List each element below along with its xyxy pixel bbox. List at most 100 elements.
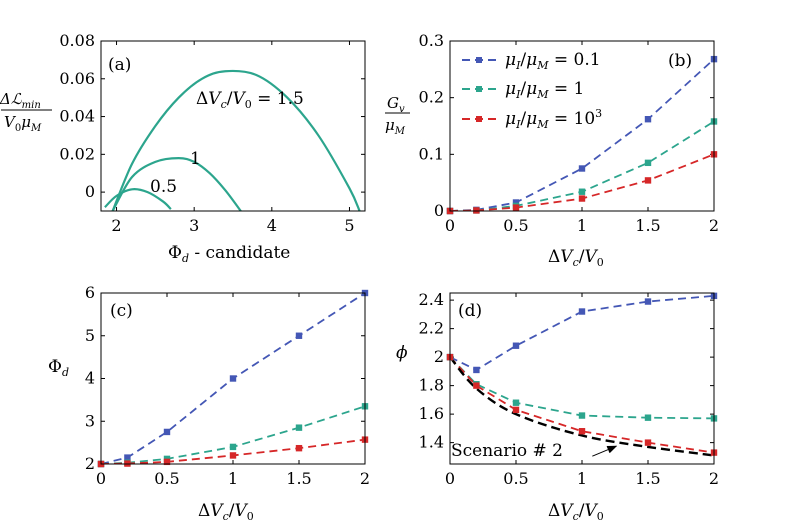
ytick-label-c-0: 2 bbox=[85, 454, 95, 473]
xtick-label-c-1: 0.5 bbox=[154, 469, 179, 488]
ytick-label-c-1: 3 bbox=[85, 411, 95, 430]
xtick-label-b-4: 2 bbox=[709, 216, 719, 235]
panel-a: 2 3 4 5 0 0.02 0.04 0.06 0.08 (a) Δℒmin V0μM Φd … bbox=[0, 31, 366, 265]
ytick-label-a-0: 0 bbox=[85, 182, 95, 201]
svg-text:Δℒmin: Δℒmin bbox=[0, 90, 41, 111]
point-d-0-3 bbox=[578, 308, 586, 315]
legend-text-b-1: μI/μM = 1 bbox=[505, 79, 584, 101]
xtick-label-d-3: 1.5 bbox=[635, 469, 660, 488]
svg-text:Gv: Gv bbox=[387, 94, 405, 115]
point-c-2-3 bbox=[229, 452, 237, 459]
series-group-d bbox=[450, 294, 714, 457]
ytick-label-a-1: 0.02 bbox=[59, 144, 95, 163]
point-c-1-4 bbox=[295, 424, 303, 431]
legend-marker-b-1 bbox=[476, 86, 482, 92]
xtick-label-d-4: 2 bbox=[709, 469, 719, 488]
panel-d: 0 0.5 1 1.5 2 1.4 1.6 1.8 2 2.2 2.4 (d) ϕ ΔVc/V0 S… bbox=[396, 290, 719, 523]
point-b-1-4 bbox=[644, 159, 652, 167]
point-b-1-3 bbox=[578, 188, 586, 195]
ytick-label-c-3: 5 bbox=[85, 326, 95, 345]
plot-a-marks: 2 3 4 5 0 0.02 0.04 0.06 0.08 bbox=[59, 31, 365, 235]
ytick-label-d-2: 1.8 bbox=[419, 376, 444, 395]
ytick-label-a-3: 0.06 bbox=[59, 69, 95, 88]
curve-label-a-1p5: ΔVc/V0 = 1.5 bbox=[196, 89, 304, 111]
series-line-c-0 bbox=[101, 293, 365, 464]
point-d-0-1 bbox=[473, 366, 480, 374]
ytick-label-b-0: 0 bbox=[434, 201, 444, 220]
xlabel-a: Φd - candidate bbox=[168, 243, 290, 265]
panel-label-c: (c) bbox=[110, 301, 133, 321]
plot-c-marks: 0 0.5 1 1.5 2 2 3 4 5 6 bbox=[85, 283, 370, 488]
point-c-0-2 bbox=[163, 428, 171, 436]
series-line-d-1 bbox=[450, 356, 714, 420]
ytick-label-c-4: 6 bbox=[85, 283, 95, 302]
plot-d-marks: 0 0.5 1 1.5 2 1.4 1.6 1.8 2 2.2 2.4 bbox=[419, 290, 720, 488]
series-line-d-3 bbox=[450, 356, 714, 457]
ytick-label-d-3: 2 bbox=[434, 347, 444, 366]
curve-label-a-1: 1 bbox=[190, 149, 201, 169]
axes-frame-a bbox=[100, 40, 366, 212]
xtick-label-a-2: 4 bbox=[267, 216, 277, 235]
point-d-2-1 bbox=[473, 382, 480, 389]
ytick-label-d-0: 1.4 bbox=[419, 433, 444, 452]
series-line-a-0 bbox=[104, 188, 172, 210]
series-line-a-1 bbox=[111, 157, 242, 211]
point-b-0-4 bbox=[644, 116, 652, 123]
series-line-a-2 bbox=[111, 69, 361, 211]
xlabel-d: ΔVc/V0 bbox=[548, 501, 604, 523]
series-line-b-2 bbox=[450, 153, 714, 211]
svg-text:μM: μM bbox=[385, 116, 406, 137]
ytick-label-a-2: 0.04 bbox=[59, 107, 95, 126]
svg-text:V0μM: V0μM bbox=[4, 113, 42, 134]
xtick-label-a-0: 2 bbox=[111, 216, 121, 235]
point-b-0-3 bbox=[578, 165, 586, 172]
series-line-b-0 bbox=[450, 58, 714, 211]
ylabel-d: ϕ bbox=[396, 343, 408, 363]
annotation-arrow bbox=[592, 445, 618, 457]
series-group-b bbox=[450, 58, 714, 211]
ylabel-c: Φd bbox=[48, 357, 69, 379]
ylabel-a: Δℒmin V0μM bbox=[0, 90, 52, 134]
xtick-label-d-0: 0 bbox=[445, 469, 455, 488]
point-b-0-2 bbox=[512, 199, 520, 206]
xlabel-c: ΔVc/V0 bbox=[198, 501, 254, 523]
axes-frame-b bbox=[449, 40, 715, 212]
point-d-1-4 bbox=[644, 414, 652, 421]
xtick-label-a-3: 5 bbox=[344, 216, 354, 235]
series-group-c bbox=[101, 293, 365, 464]
xtick-label-b-2: 1 bbox=[577, 216, 587, 235]
point-c-2-4 bbox=[295, 444, 303, 452]
legend-text-b-2: μI/μM = 103 bbox=[505, 107, 602, 131]
series-line-c-1 bbox=[101, 405, 365, 464]
series-group-a bbox=[104, 69, 361, 211]
ytick-label-d-5: 2.4 bbox=[419, 290, 444, 309]
xtick-label-d-2: 1 bbox=[577, 469, 587, 488]
panel-label-a: (a) bbox=[108, 55, 131, 75]
xtick-label-d-1: 0.5 bbox=[503, 469, 528, 488]
point-d-2-2 bbox=[512, 406, 520, 414]
point-c-0-1 bbox=[124, 454, 131, 461]
point-c-1-3 bbox=[229, 443, 237, 451]
series-line-d-0 bbox=[450, 294, 714, 371]
xtick-label-c-4: 2 bbox=[360, 469, 370, 488]
legend-marker-b-0 bbox=[476, 57, 482, 63]
xtick-label-c-0: 0 bbox=[96, 469, 106, 488]
legend-text-b-0: μI/μM = 0.1 bbox=[505, 50, 601, 72]
annotation-scenario-2: Scenario # 2 bbox=[451, 441, 563, 461]
ytick-label-b-1: 0.1 bbox=[419, 144, 444, 163]
ytick-label-b-2: 0.2 bbox=[419, 88, 444, 107]
xtick-label-c-3: 1.5 bbox=[286, 469, 311, 488]
ytick-label-c-2: 4 bbox=[85, 369, 95, 388]
ytick-label-d-1: 1.6 bbox=[419, 404, 444, 423]
legend-marker-b-2 bbox=[476, 116, 482, 122]
panel-label-b: (b) bbox=[668, 51, 692, 71]
point-d-1-2 bbox=[512, 399, 520, 406]
point-c-2-2 bbox=[163, 458, 171, 466]
point-d-0-2 bbox=[512, 342, 520, 349]
point-d-1-3 bbox=[578, 412, 586, 419]
panel-c: 0 0.5 1 1.5 2 2 3 4 5 6 (c) Φd ΔVc/V0 bbox=[48, 283, 370, 523]
series-line-c-2 bbox=[101, 438, 365, 464]
point-b-2-1 bbox=[473, 207, 480, 214]
panel-b: 0 0.5 1 1.5 2 0 0.1 0.2 0.3 (b) Gv μM ΔVc/V0 μI/… bbox=[385, 31, 719, 269]
xtick-label-b-0: 0 bbox=[445, 216, 455, 235]
